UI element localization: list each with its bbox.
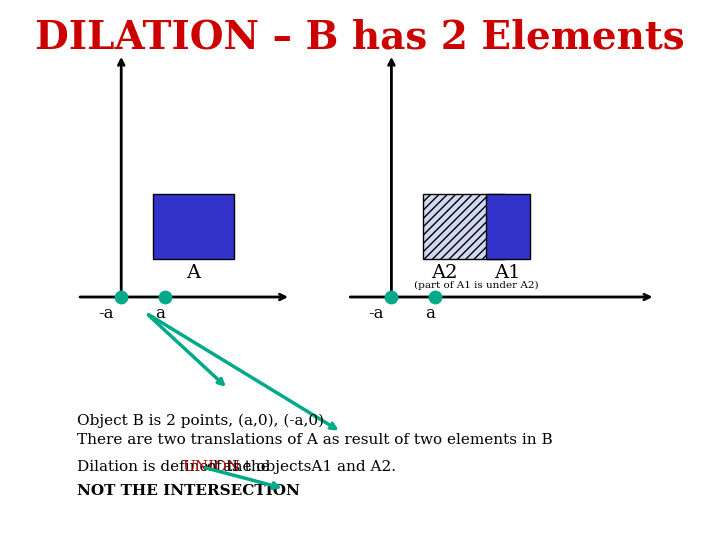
Text: a: a — [426, 305, 436, 322]
Point — [115, 293, 127, 301]
FancyBboxPatch shape — [486, 194, 530, 259]
FancyBboxPatch shape — [423, 194, 505, 259]
Text: A2: A2 — [431, 264, 458, 282]
Text: -a: -a — [368, 305, 384, 322]
Text: Object B is 2 points, (a,0), (-a,0): Object B is 2 points, (a,0), (-a,0) — [77, 414, 324, 428]
Text: a: a — [156, 305, 165, 322]
Text: A: A — [186, 264, 201, 282]
Point — [386, 293, 397, 301]
Text: NOT THE INTERSECTION: NOT THE INTERSECTION — [77, 484, 300, 498]
Text: (part of A1 is under A2): (part of A1 is under A2) — [414, 281, 539, 289]
FancyBboxPatch shape — [153, 194, 234, 259]
Point — [159, 293, 171, 301]
Text: A1: A1 — [495, 264, 521, 282]
Point — [430, 293, 441, 301]
Text: UNION: UNION — [182, 460, 240, 474]
Text: -a: -a — [98, 305, 113, 322]
Text: There are two translations of A as result of two elements in B: There are two translations of A as resul… — [77, 433, 553, 447]
Text: Dilation is defined as the: Dilation is defined as the — [77, 460, 275, 474]
Text: of the objectsA1 and A2.: of the objectsA1 and A2. — [202, 460, 396, 474]
Text: DILATION – B has 2 Elements: DILATION – B has 2 Elements — [35, 19, 685, 57]
